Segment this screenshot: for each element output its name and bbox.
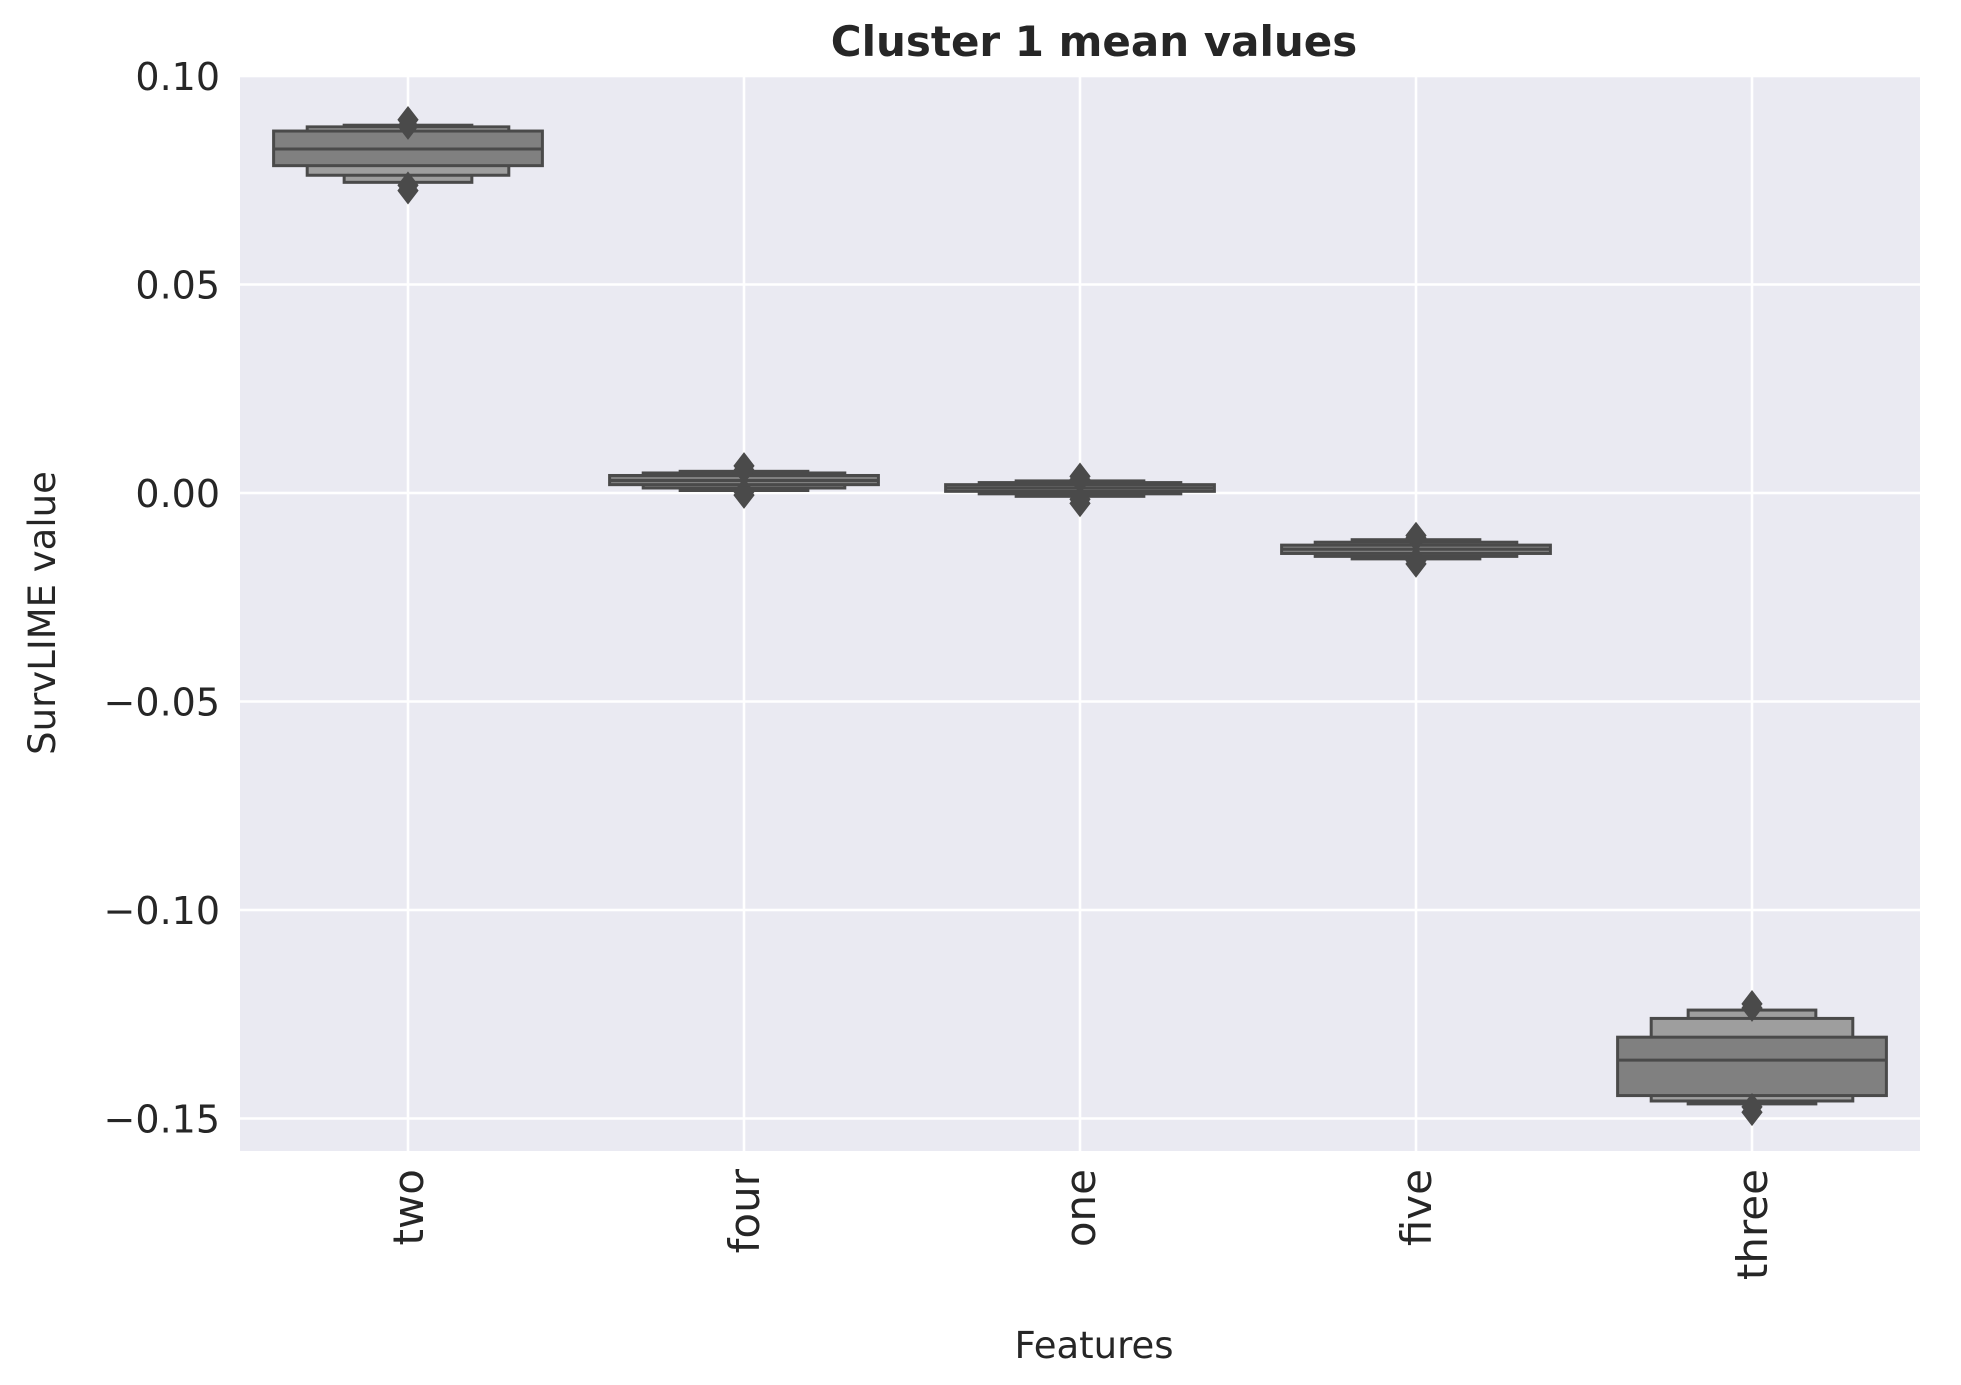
x-axis-ticks: two four one five three [384,1168,1777,1280]
y-tick-label: 0.05 [135,264,220,308]
outlier-point [1741,1093,1763,1121]
boxen-one [944,462,1216,518]
x-tick-label: five [1392,1169,1441,1246]
y-axis-label: SurvLIME value [21,471,64,755]
y-tick-label: −0.10 [104,889,220,933]
boxen-level [1616,1035,1888,1098]
x-tick-label: three [1728,1169,1777,1280]
outlier-point [397,112,419,140]
boxen-three [1616,990,1888,1127]
x-tick-label: two [384,1169,433,1246]
outlier-point [1069,485,1091,514]
outlier-point [397,171,419,200]
x-tick-label: four [720,1168,769,1253]
x-axis-label: Features [1014,1324,1173,1367]
chart-title: Cluster 1 mean values [831,17,1357,66]
y-tick-label: −0.05 [104,681,220,725]
y-axis-ticks: 0.10 0.05 0.00 −0.05 −0.10 −0.15 [104,55,220,1142]
outlier-point [1405,546,1427,575]
x-tick-label: one [1056,1169,1105,1247]
boxen-four [608,452,880,509]
y-tick-label: 0.10 [135,55,220,99]
y-tick-label: −0.15 [104,1098,220,1142]
boxen-marks [272,105,1888,1127]
y-tick-label: 0.00 [135,472,220,516]
outlier-point [1741,994,1763,1022]
boxen-five [1280,521,1552,578]
boxen-two [272,105,544,205]
outlier-point [733,477,755,506]
